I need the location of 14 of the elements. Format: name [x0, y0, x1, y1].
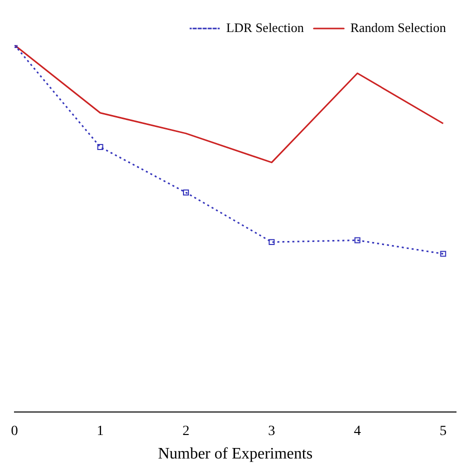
- legend-label: LDR Selection: [226, 20, 304, 35]
- x-tick-label: 5: [440, 424, 447, 440]
- x-tick-label: 3: [268, 424, 276, 440]
- x-tick-label: 0: [11, 424, 18, 440]
- x-axis-title: Number of Experiments: [158, 446, 313, 463]
- point: [440, 250, 446, 257]
- legend-label: Random Selection: [350, 20, 446, 35]
- point: [97, 144, 104, 150]
- point: [182, 190, 189, 196]
- point: [268, 239, 275, 246]
- x-tick-label: 2: [182, 424, 190, 440]
- point: [354, 237, 360, 244]
- x-tick-label: 4: [354, 424, 361, 440]
- x-tick-label: 1: [96, 424, 104, 440]
